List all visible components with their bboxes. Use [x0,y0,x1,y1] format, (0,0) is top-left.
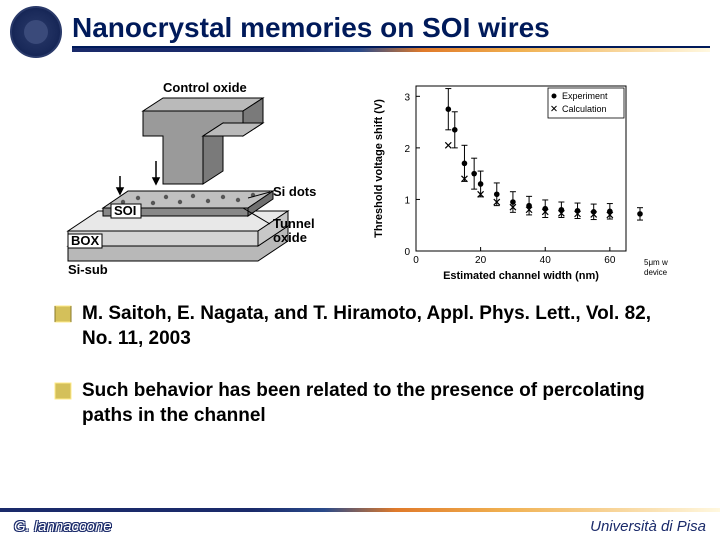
bullet-item-2: Such behavior has been related to the pr… [54,379,680,428]
label-control-oxide: Control oxide [163,80,247,95]
svg-text:20: 20 [475,255,487,266]
label-tunnel-oxide-2: oxide [273,230,307,245]
svg-text:5μm wide: 5μm wide [644,258,668,267]
gate-structure [143,98,263,184]
bullet-item-1: M. Saitoh, E. Nagata, and T. Hiramoto, A… [54,302,680,351]
content-row: Control oxide SOI BOX Si-sub Si dots Tun… [0,58,720,296]
svg-text:device: device [644,268,668,277]
svg-text:Threshold voltage shift (V): Threshold voltage shift (V) [373,99,385,238]
svg-text:2: 2 [404,144,410,155]
svg-text:Calculation: Calculation [562,104,607,114]
svg-text:0: 0 [404,247,410,258]
bullet-list: M. Saitoh, E. Nagata, and T. Hiramoto, A… [0,296,720,429]
svg-text:1: 1 [404,195,410,206]
label-si-sub: Si-sub [68,262,108,277]
svg-text:60: 60 [604,255,616,266]
footer-author: G. Iannaccone [14,518,112,535]
bullet-box-icon [54,305,72,323]
slide-header: Nanocrystal memories on SOI wires [0,0,720,58]
university-logo [10,6,62,58]
label-box: BOX [71,233,100,248]
svg-text:40: 40 [540,255,552,266]
label-si-dots: Si dots [273,184,316,199]
svg-text:Estimated channel width (nm): Estimated channel width (nm) [443,270,599,282]
label-tunnel-oxide-1: Tunnel [273,216,315,231]
bullet-text-2: Such behavior has been related to the pr… [82,379,680,428]
svg-text:3: 3 [404,92,410,103]
label-soi: SOI [114,203,136,218]
slide-title: Nanocrystal memories on SOI wires [72,12,710,46]
bullet-text-1: M. Saitoh, E. Nagata, and T. Hiramoto, A… [82,302,680,351]
title-wrap: Nanocrystal memories on SOI wires [72,12,710,52]
width-arrows [117,161,159,194]
title-underline [72,46,710,52]
device-schematic: Control oxide SOI BOX Si-sub Si dots Tun… [48,76,348,286]
threshold-chart: 0 20 40 60 0 1 2 3 Estimated channel width (nm) T… [368,76,668,286]
bullet-box-icon [54,382,72,400]
slide-footer: G. Iannaccone Università di Pisa [0,512,720,540]
svg-text:Experiment: Experiment [562,91,608,101]
footer-affiliation: Università di Pisa [590,518,706,535]
svg-text:0: 0 [413,255,419,266]
